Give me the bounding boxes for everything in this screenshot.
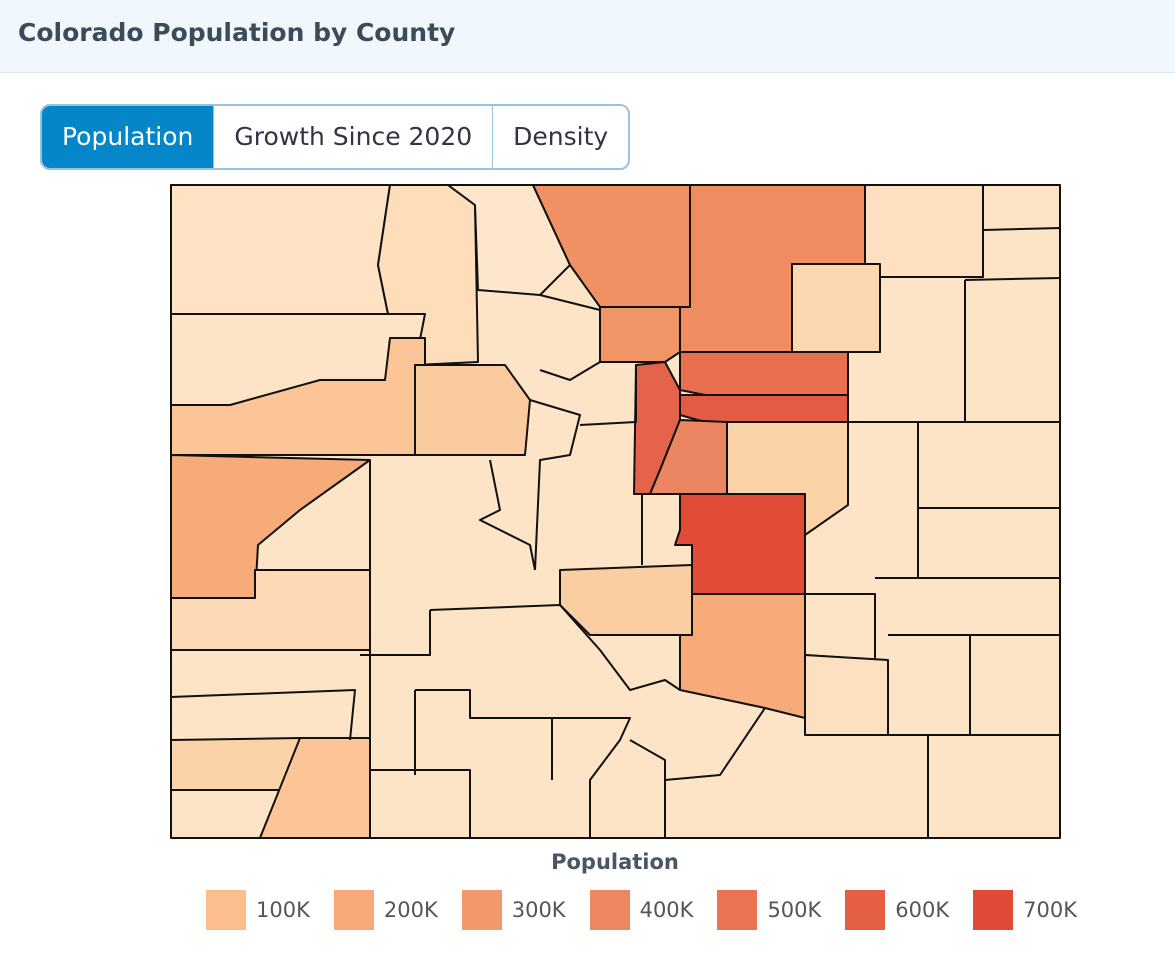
tab[interactable]: Population bbox=[42, 106, 215, 168]
legend-title: Population bbox=[551, 850, 679, 874]
county bbox=[679, 394, 849, 423]
legend-item: 500K bbox=[717, 890, 821, 930]
border bbox=[579, 365, 637, 426]
legend-swatch bbox=[461, 890, 502, 930]
legend-item: 100K bbox=[206, 890, 310, 930]
border bbox=[360, 610, 431, 656]
legend-label: 400K bbox=[639, 898, 694, 922]
legend-swatch bbox=[845, 890, 886, 930]
legend-label: 100K bbox=[256, 898, 310, 922]
border bbox=[415, 689, 631, 838]
legend-swatch bbox=[206, 890, 246, 930]
border bbox=[369, 460, 471, 838]
header: Colorado Population by County bbox=[0, 0, 1175, 73]
border bbox=[429, 604, 681, 691]
legend-label: 600K bbox=[895, 898, 950, 922]
county bbox=[599, 306, 681, 363]
legend-item: 600K bbox=[845, 890, 949, 930]
county bbox=[679, 351, 849, 396]
county bbox=[864, 184, 984, 278]
border bbox=[539, 294, 601, 381]
tab-bar: Population Growth Since 2020 Density bbox=[40, 104, 631, 170]
legend-swatch bbox=[717, 890, 758, 930]
border bbox=[629, 739, 666, 838]
legend-swatch bbox=[973, 890, 1014, 930]
county bbox=[170, 337, 426, 456]
county bbox=[804, 654, 889, 736]
legend-label: 200K bbox=[383, 898, 438, 922]
county bbox=[791, 263, 881, 353]
legend: 100K 200K 300K 400K 500K 600K 700K bbox=[206, 890, 1101, 930]
legend-item: 700K bbox=[973, 890, 1077, 930]
border bbox=[479, 459, 536, 571]
border bbox=[529, 399, 581, 571]
county bbox=[259, 737, 371, 839]
page-title: Colorado Population by County bbox=[18, 18, 456, 47]
legend-label: 300K bbox=[511, 898, 566, 922]
county bbox=[674, 493, 806, 595]
legend-item: 400K bbox=[589, 890, 694, 930]
county bbox=[559, 564, 693, 636]
county bbox=[804, 593, 876, 661]
legend-item: 300K bbox=[461, 890, 566, 930]
tab[interactable]: Growth Since 2020 bbox=[214, 106, 494, 168]
county bbox=[170, 184, 391, 315]
border bbox=[170, 689, 356, 741]
border bbox=[848, 277, 881, 353]
tab[interactable]: Density bbox=[493, 106, 629, 168]
legend-label: 500K bbox=[767, 898, 822, 922]
county bbox=[414, 364, 531, 456]
counties bbox=[170, 184, 1061, 839]
border bbox=[964, 227, 1061, 281]
legend-swatch bbox=[589, 890, 630, 930]
legend-swatch bbox=[333, 890, 374, 930]
legend-item: 200K bbox=[333, 890, 438, 930]
legend-label: 700K bbox=[1023, 898, 1078, 922]
border bbox=[664, 707, 766, 781]
